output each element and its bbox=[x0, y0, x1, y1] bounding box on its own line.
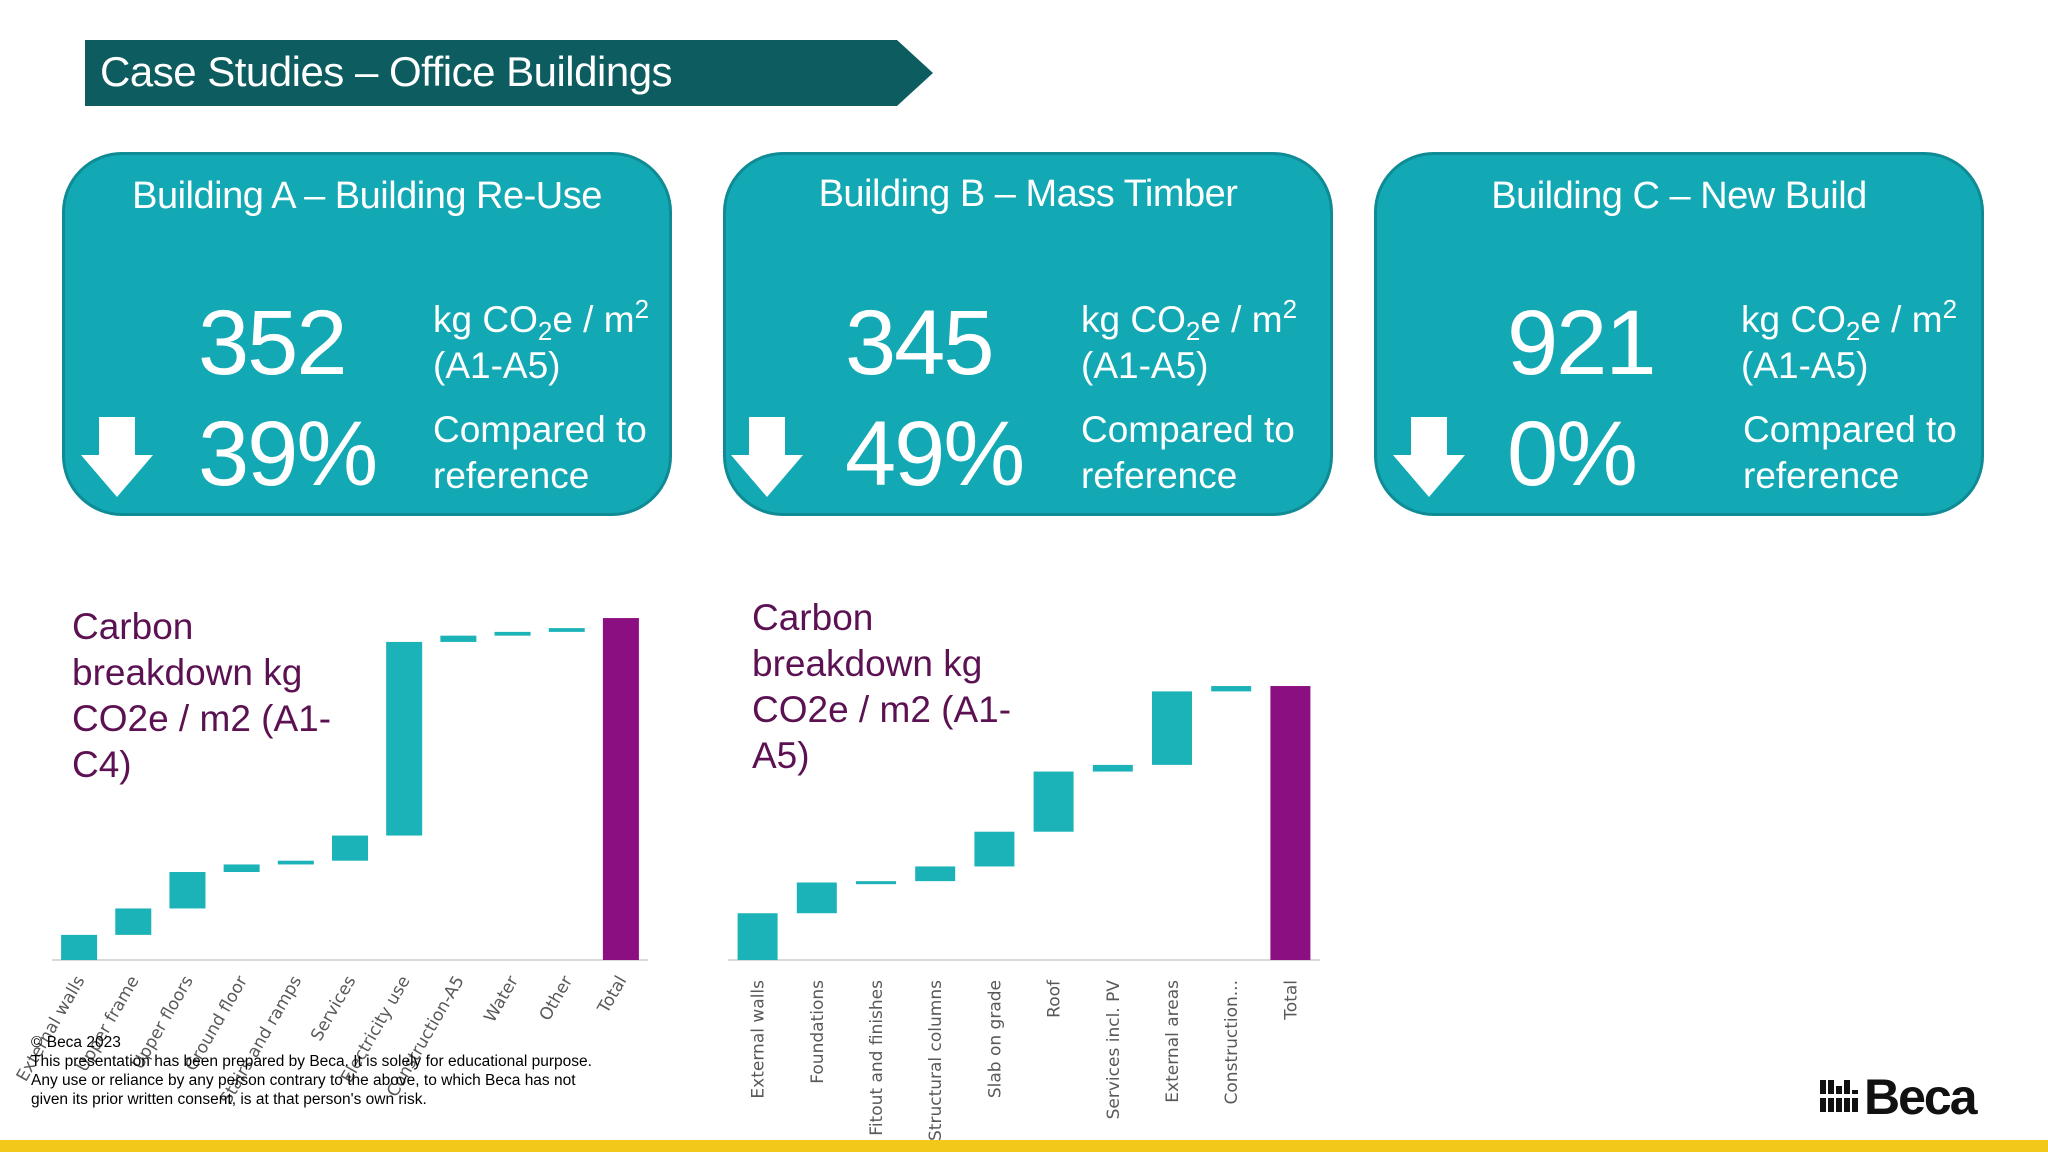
card-building-c: Building C – New Build 921 kg CO2e / m2 … bbox=[1374, 152, 1984, 516]
footer-accent-bar bbox=[0, 1140, 2048, 1152]
chart-2-tick-label: Services incl. PV bbox=[1104, 980, 1124, 1120]
banner-arrow-shape bbox=[85, 40, 933, 106]
chart-2-bar bbox=[1270, 686, 1311, 960]
chart-2-bar bbox=[1211, 686, 1252, 692]
chart-2-tick-label: Roof bbox=[1045, 979, 1065, 1018]
carbon-value: 352 bbox=[198, 292, 347, 394]
chart-2-bar bbox=[1152, 691, 1192, 765]
chart-1-title: Carbon breakdown kg CO2e / m2 (A1- C4) bbox=[72, 606, 332, 785]
chart-1-bar bbox=[548, 628, 585, 632]
card-title: Building B – Mass Timber bbox=[818, 173, 1238, 215]
carbon-unit: kg CO2e / m2 (A1-A5) bbox=[1081, 294, 1298, 386]
down-arrow-icon bbox=[1393, 417, 1465, 497]
chart-2-tick-label: Construction... bbox=[1222, 980, 1242, 1104]
reduction-percent: 0% bbox=[1507, 403, 1638, 505]
chart-2-bar bbox=[1033, 771, 1074, 832]
chart-1-tick-label: Other bbox=[536, 973, 577, 1025]
chart-1-tick-label: Water bbox=[480, 973, 522, 1027]
chart-1-bar bbox=[169, 872, 206, 909]
chart-1-bar bbox=[223, 864, 260, 872]
chart-2-bar bbox=[1092, 764, 1133, 772]
chart-2-tick-label: External areas bbox=[1163, 980, 1183, 1103]
copyright-notice: © Beca 2023 This presentation has been p… bbox=[31, 1034, 592, 1108]
beca-logo-icon bbox=[1820, 1080, 1858, 1112]
chart-1-bar bbox=[386, 641, 423, 836]
chart-2-tick-label: Structural columns bbox=[926, 980, 946, 1141]
down-arrow-icon bbox=[81, 417, 153, 497]
card-title: Building C – New Build bbox=[1491, 175, 1867, 217]
chart-2-bar bbox=[796, 882, 837, 914]
carbon-unit: kg CO2e / m2 (A1-A5) bbox=[1741, 294, 1958, 386]
reduction-percent: 49% bbox=[845, 403, 1025, 505]
reduction-percent: 39% bbox=[198, 403, 378, 505]
compare-text: Compared to reference bbox=[1743, 409, 1957, 496]
compare-text: Compared to reference bbox=[1081, 409, 1295, 496]
chart-1-bar bbox=[602, 618, 639, 960]
chart-1-bar bbox=[277, 860, 314, 865]
chart-1-bar bbox=[115, 908, 152, 935]
page-title: Case Studies – Office Buildings bbox=[100, 48, 673, 95]
chart-2-tick-label: Foundations bbox=[808, 980, 828, 1084]
chart-1-bar bbox=[440, 635, 477, 642]
beca-logo: Beca bbox=[1820, 1069, 2010, 1125]
card-building-b: Building B – Mass Timber 345 kg CO2e / m… bbox=[723, 152, 1333, 516]
title-banner: Case Studies – Office Buildings bbox=[85, 40, 933, 106]
chart-2-bar bbox=[974, 831, 1015, 867]
card-building-a: Building A – Building Re-Use 352 kg CO2e… bbox=[62, 152, 672, 516]
chart-2-bar bbox=[915, 866, 956, 882]
chart-1-tick-label: Total bbox=[594, 973, 632, 1018]
chart-2-bar bbox=[856, 881, 896, 885]
logo-text: Beca bbox=[1864, 1069, 1978, 1125]
chart-2-tick-label: External walls bbox=[749, 980, 769, 1099]
chart-2-tick-label: Total bbox=[1281, 980, 1301, 1021]
compare-text: Compared to reference bbox=[433, 409, 647, 496]
chart-1-bar bbox=[494, 631, 531, 636]
down-arrow-icon bbox=[731, 417, 803, 497]
chart-2-tick-label: Slab on grade bbox=[985, 980, 1005, 1098]
chart-1-bar bbox=[332, 835, 368, 861]
card-title: Building A – Building Re-Use bbox=[132, 175, 602, 217]
carbon-value: 921 bbox=[1507, 292, 1656, 394]
chart-2-bar bbox=[737, 913, 778, 960]
carbon-value: 345 bbox=[845, 292, 994, 394]
chart-2-title: Carbon breakdown kg CO2e / m2 (A1- A5) bbox=[752, 597, 1012, 776]
chart-1-bar bbox=[61, 934, 98, 960]
carbon-unit: kg CO2e / m2 (A1-A5) bbox=[433, 294, 650, 386]
chart-2-tick-label: Fitout and finishes bbox=[867, 980, 887, 1136]
